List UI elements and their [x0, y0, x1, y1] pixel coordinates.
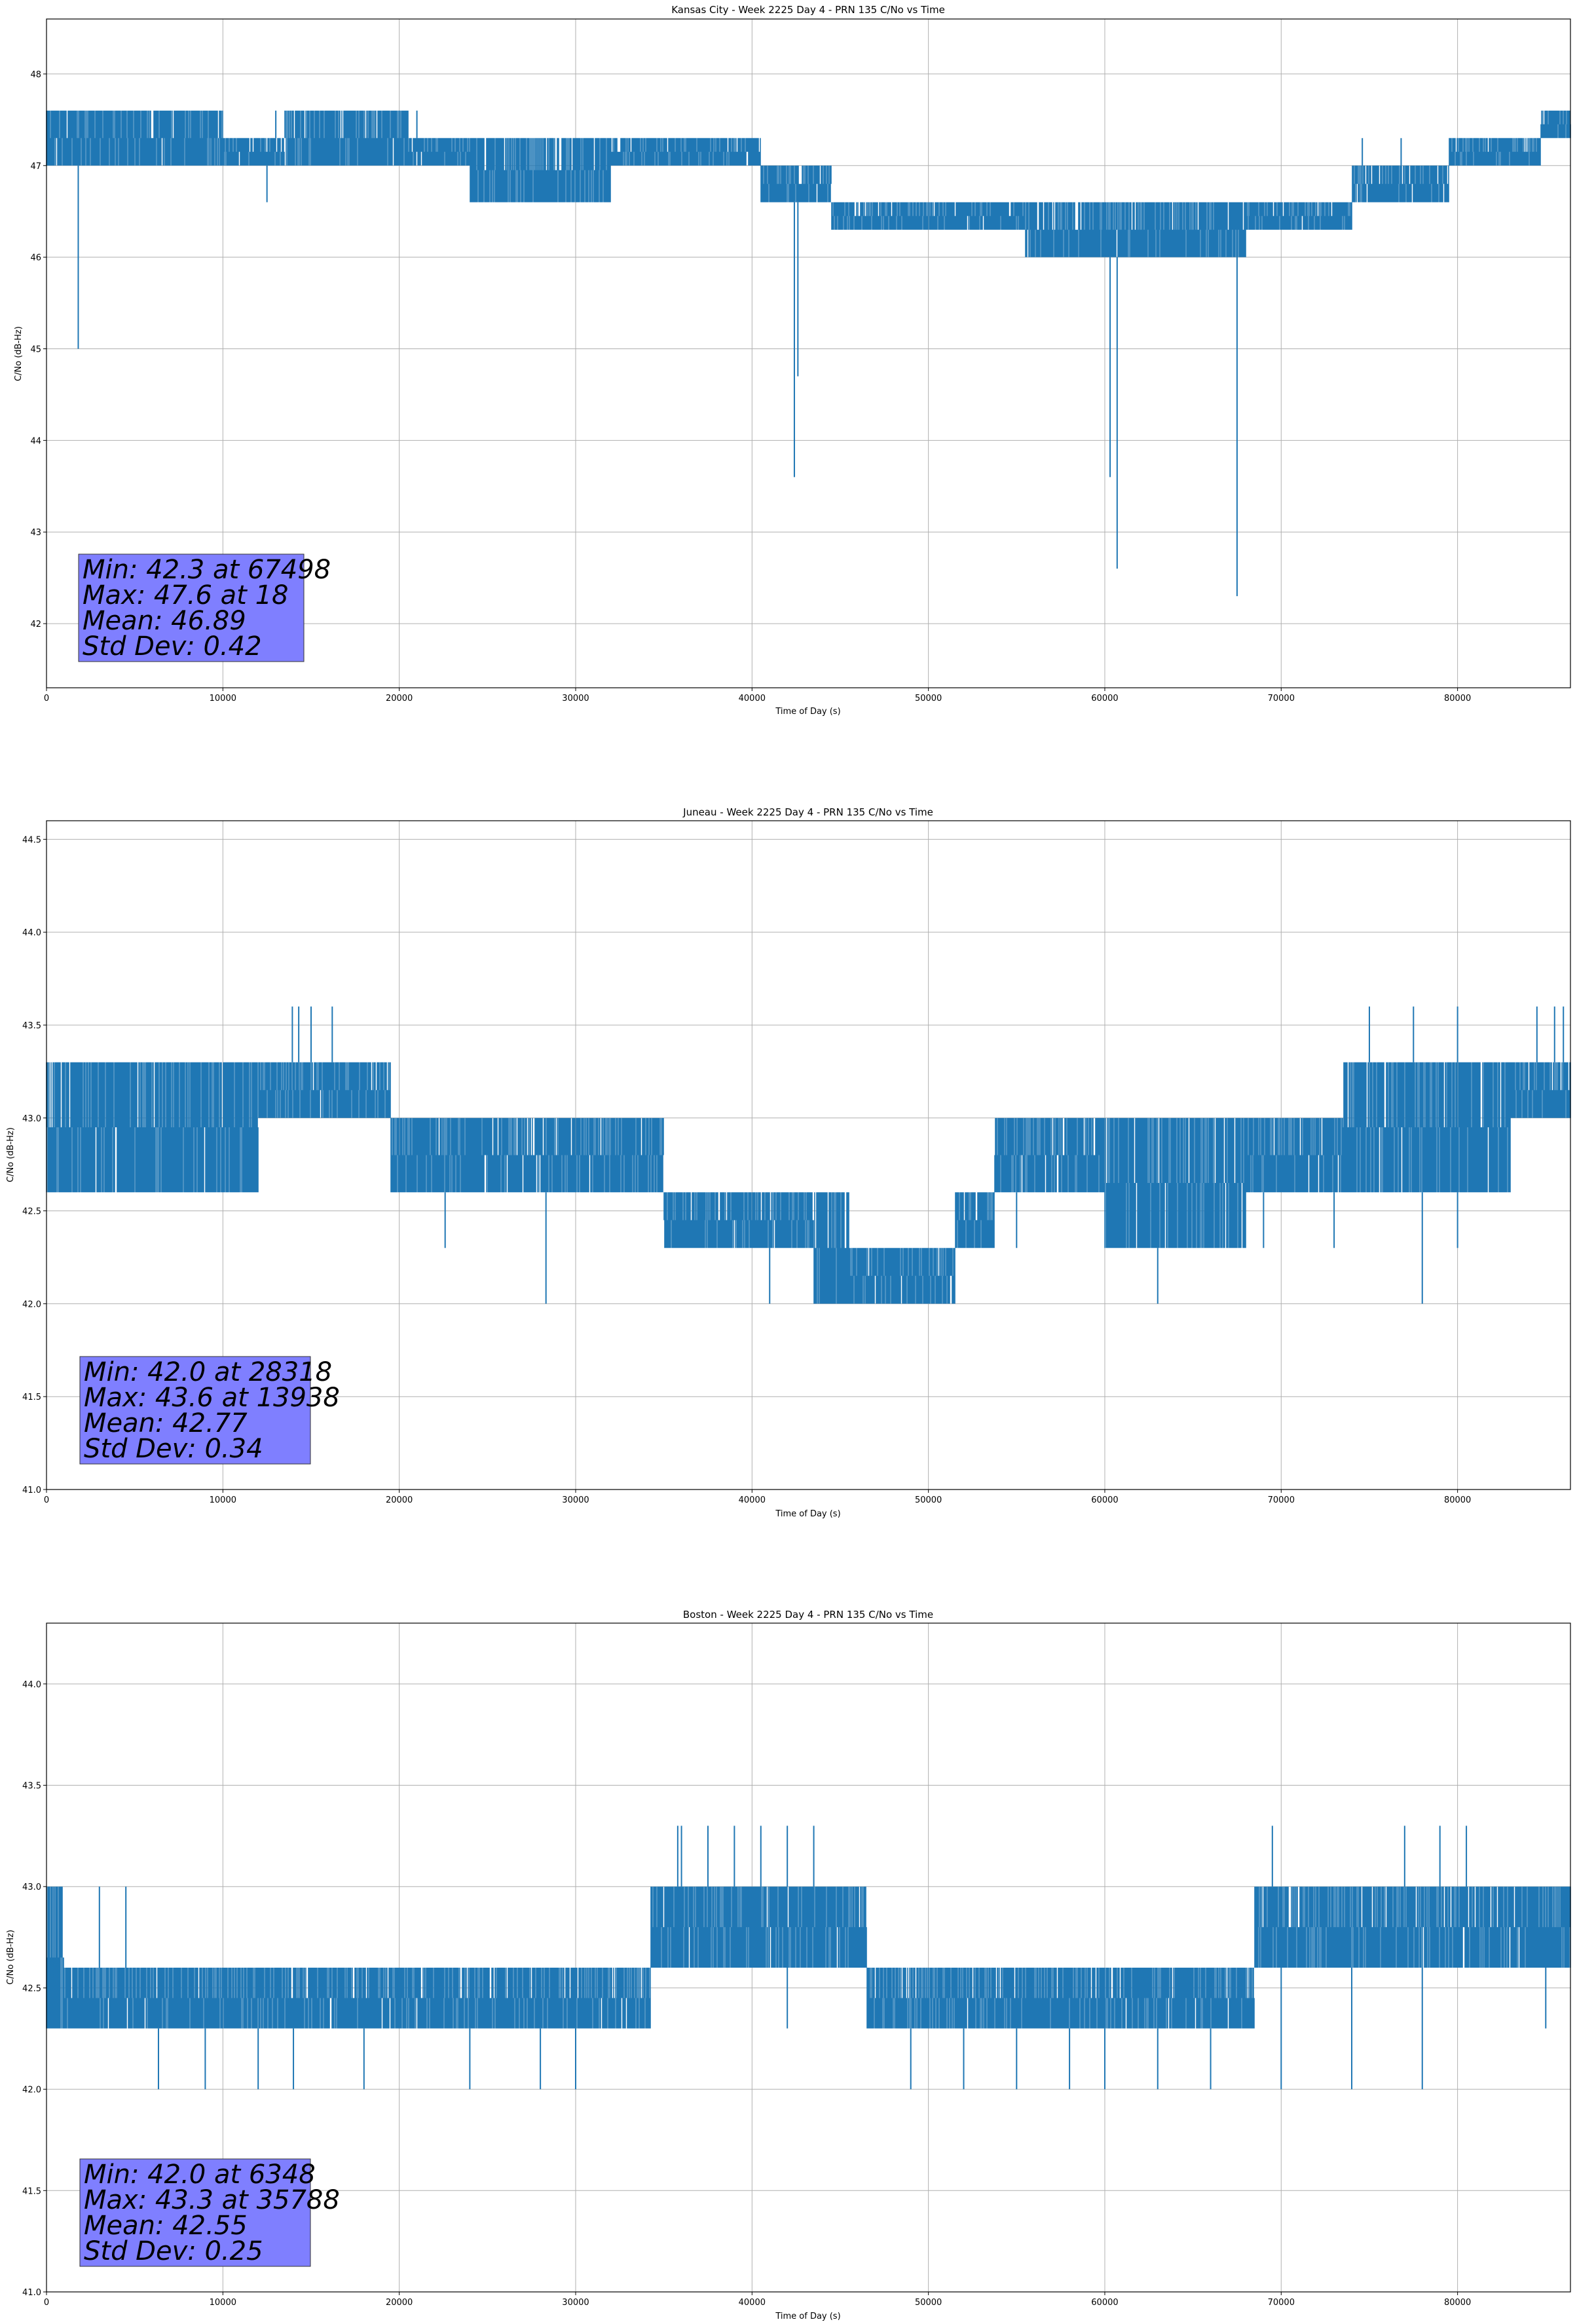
x-tick-label: 50000: [915, 2298, 942, 2308]
plot-frame: [46, 820, 1571, 1490]
chart-panel-kansas-city: Kansas City - Week 2225 Day 4 - PRN 135 …: [14, 4, 1571, 717]
x-tick-label: 80000: [1444, 1495, 1471, 1505]
chart-title: Boston - Week 2225 Day 4 - PRN 135 C/No …: [683, 1609, 933, 1621]
chart-title: Juneau - Week 2225 Day 4 - PRN 135 C/No …: [682, 806, 933, 818]
stat-max: Max: 47.6 at 18: [83, 580, 288, 610]
x-axis-label: Time of Day (s): [775, 707, 840, 717]
stats-box: Min: 42.0 at 28318 Max: 43.6 at 13938 Me…: [79, 1356, 340, 1465]
chart-panel-boston: Boston - Week 2225 Day 4 - PRN 135 C/No …: [6, 1609, 1571, 2321]
x-tick-label: 30000: [562, 2298, 589, 2308]
y-tick-label: 41.5: [22, 2186, 41, 2196]
cno-band: [46, 1886, 1571, 2029]
y-tick-label: 41.0: [22, 1486, 41, 1495]
tick-labels: 0 10000 20000 30000 40000 50000 60000 70000 8000…: [22, 835, 1471, 1505]
y-tick-label: 43.5: [22, 1021, 41, 1031]
stats-box: Min: 42.0 at 6348 Max: 43.3 at 35788 Mea…: [79, 2158, 340, 2267]
stat-mean: Mean: 46.89: [83, 606, 246, 636]
stat-max: Max: 43.3 at 35788: [84, 2185, 340, 2215]
stat-max: Max: 43.6 at 13938: [84, 1383, 340, 1413]
y-tick-label: 44.0: [22, 1680, 41, 1690]
stats-box: Min: 42.3 at 67498 Max: 47.6 at 18 Mean:…: [78, 553, 331, 662]
x-tick-label: 40000: [739, 1495, 766, 1505]
y-tick-label: 42.0: [22, 2086, 41, 2095]
stats-box-bg: [79, 2158, 311, 2267]
y-tick-label: 43: [30, 528, 41, 538]
x-tick-label: 70000: [1268, 694, 1295, 703]
y-tick-label: 46: [30, 253, 41, 263]
y-tick-label: 44.5: [22, 835, 41, 845]
stat-min: Min: 42.0 at 28318: [84, 1357, 332, 1387]
x-tick-label: 0: [44, 2298, 49, 2308]
x-tick-label: 30000: [562, 694, 589, 703]
series-cno: [46, 1826, 1571, 2090]
y-tick-label: 45: [30, 345, 41, 355]
y-axis-label: C/No (dB-Hz): [6, 1930, 16, 1985]
x-tick-label: 20000: [386, 1495, 413, 1505]
cno-band: [46, 1062, 1571, 1304]
y-tick-label: 44.0: [22, 928, 41, 938]
x-axis-label: Time of Day (s): [775, 2312, 840, 2321]
x-tick-label: 40000: [739, 2298, 766, 2308]
y-tick-label: 48: [30, 70, 41, 80]
stat-std: Std Dev: 0.25: [84, 2236, 263, 2266]
chart-title: Kansas City - Week 2225 Day 4 - PRN 135 …: [671, 4, 945, 16]
x-tick-label: 60000: [1091, 2298, 1118, 2308]
stat-std: Std Dev: 0.42: [83, 631, 262, 662]
y-axis-label: C/No (dB-Hz): [6, 1127, 16, 1182]
y-tick-label: 42.5: [22, 1207, 41, 1217]
x-tick-label: 20000: [386, 694, 413, 703]
y-tick-label: 44: [30, 436, 41, 446]
series-cno: [46, 110, 1571, 597]
y-tick-label: 47: [30, 162, 41, 172]
x-tick-label: 60000: [1091, 1495, 1118, 1505]
y-tick-label: 41.0: [22, 2288, 41, 2298]
y-tick-label: 43.0: [22, 1114, 41, 1124]
y-axis-label: C/No (dB-Hz): [14, 326, 24, 381]
plot-frame: [46, 18, 1571, 688]
stat-min: Min: 42.3 at 67498: [83, 555, 331, 585]
stats-box-bg: [78, 553, 305, 662]
grid: [46, 19, 1570, 688]
plot-frame: [46, 1622, 1571, 2293]
stat-min: Min: 42.0 at 6348: [84, 2160, 316, 2190]
stat-mean: Mean: 42.55: [84, 2211, 248, 2241]
x-tick-label: 10000: [210, 2298, 236, 2308]
x-tick-label: 10000: [210, 694, 236, 703]
x-tick-label: 80000: [1444, 2298, 1471, 2308]
stat-std: Std Dev: 0.34: [84, 1434, 263, 1464]
tick-labels: 0 10000 20000 30000 40000 50000 60000 70000 8000…: [22, 1680, 1471, 2308]
y-tick-label: 43.0: [22, 1883, 41, 1892]
chart-panel-juneau: Juneau - Week 2225 Day 4 - PRN 135 C/No …: [6, 806, 1571, 1519]
y-tick-label: 41.5: [22, 1393, 41, 1402]
series-cno: [46, 1006, 1571, 1304]
stats-box-bg: [79, 1356, 311, 1465]
x-tick-label: 60000: [1091, 694, 1118, 703]
tick-labels: 0 10000 20000 30000 40000 50000 60000 70000 8000…: [30, 70, 1471, 703]
x-tick-label: 0: [44, 1495, 49, 1505]
y-tick-label: 42.5: [22, 1984, 41, 1994]
stat-mean: Mean: 42.77: [84, 1408, 248, 1438]
x-tick-label: 20000: [386, 2298, 413, 2308]
cno-band: [46, 110, 1571, 257]
x-tick-label: 80000: [1444, 694, 1471, 703]
x-tick-label: 0: [44, 694, 49, 703]
y-tick-label: 43.5: [22, 1782, 41, 1791]
x-tick-label: 40000: [739, 694, 766, 703]
x-tick-label: 30000: [562, 1495, 589, 1505]
x-tick-label: 10000: [210, 1495, 236, 1505]
y-tick-label: 42.0: [22, 1300, 41, 1309]
x-axis-label: Time of Day (s): [775, 1509, 840, 1519]
x-tick-label: 70000: [1268, 2298, 1295, 2308]
y-tick-label: 42: [30, 620, 41, 629]
x-tick-label: 50000: [915, 1495, 942, 1505]
x-tick-label: 50000: [915, 694, 942, 703]
x-tick-label: 70000: [1268, 1495, 1295, 1505]
